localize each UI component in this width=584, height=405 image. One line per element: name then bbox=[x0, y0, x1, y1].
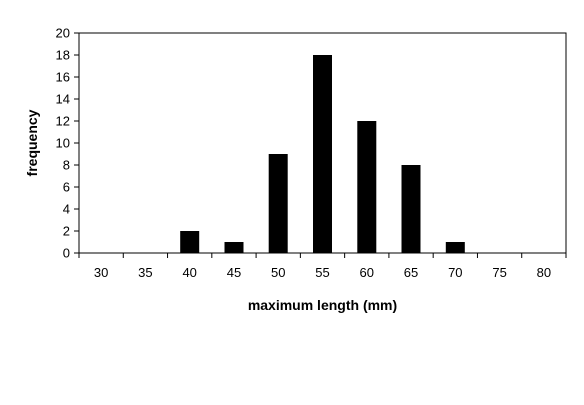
y-tick-label: 4 bbox=[63, 202, 70, 217]
x-tick-label: 60 bbox=[360, 265, 374, 280]
x-tick-label: 50 bbox=[271, 265, 285, 280]
x-tick-label: 70 bbox=[448, 265, 462, 280]
x-tick-label: 45 bbox=[227, 265, 241, 280]
x-tick-label: 30 bbox=[94, 265, 108, 280]
bar-45 bbox=[224, 242, 244, 253]
y-tick-label: 2 bbox=[63, 224, 70, 239]
y-tick-label: 10 bbox=[56, 136, 70, 151]
y-tick-label: 6 bbox=[63, 180, 70, 195]
y-tick-label: 16 bbox=[56, 70, 70, 85]
bar-70 bbox=[445, 242, 465, 253]
bars-layer bbox=[180, 55, 465, 253]
x-tick-label: 40 bbox=[182, 265, 196, 280]
y-tick-label: 12 bbox=[56, 114, 70, 129]
y-axis-title: frequency bbox=[24, 109, 40, 176]
bar-50 bbox=[268, 154, 288, 253]
x-tick-label: 55 bbox=[315, 265, 329, 280]
bar-65 bbox=[401, 165, 421, 253]
x-tick-label: 80 bbox=[537, 265, 551, 280]
y-tick-label: 0 bbox=[63, 246, 70, 261]
y-tick-label: 8 bbox=[63, 158, 70, 173]
y-tick-label: 18 bbox=[56, 48, 70, 63]
bar-60 bbox=[357, 121, 377, 253]
y-tick-label: 20 bbox=[56, 26, 70, 41]
bar-40 bbox=[180, 231, 200, 253]
x-axis: 30 35 40 45 50 55 60 65 70 75 80 bbox=[78, 253, 567, 280]
x-tick-label: 75 bbox=[492, 265, 506, 280]
x-tick-label: 35 bbox=[138, 265, 152, 280]
x-tick-label: 65 bbox=[404, 265, 418, 280]
y-tick-label: 14 bbox=[56, 92, 70, 107]
bar-55 bbox=[313, 55, 332, 253]
y-axis: 0 2 4 6 8 10 12 14 16 18 20 bbox=[56, 26, 79, 261]
x-axis-title: maximum length (mm) bbox=[248, 297, 397, 313]
